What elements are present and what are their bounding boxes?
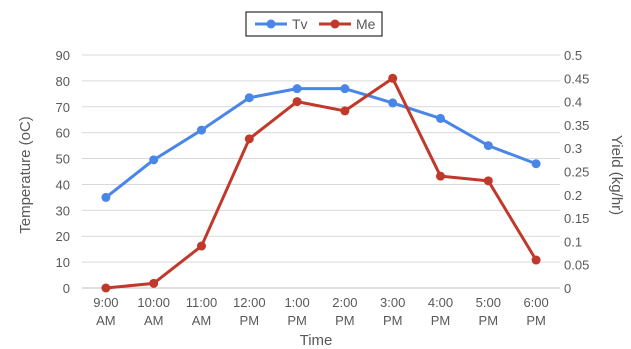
y-left-tick-label: 80 (56, 74, 70, 89)
x-tick-label-suffix: PM (287, 313, 307, 328)
x-tick-label: 2:00 (332, 295, 357, 310)
y-right-tick-label: 0.3 (564, 141, 582, 156)
left-axis-ticks: 0 10 20 30 40 50 60 70 80 90 (56, 48, 70, 296)
x-tick-label-suffix: PM (431, 313, 451, 328)
legend-marker-tv (266, 19, 276, 29)
y-left-tick-label: 70 (56, 100, 70, 115)
x-tick-label: 5:00 (476, 295, 501, 310)
data-point-me (483, 176, 493, 186)
data-point-me (292, 97, 302, 107)
x-tick-label-suffix: PM (526, 313, 546, 328)
legend: Tv Me (245, 11, 383, 37)
x-tick-label-suffix: PM (383, 313, 403, 328)
x-tick-label-suffix: AM (144, 313, 164, 328)
x-tick-label: 11:00 (186, 295, 218, 310)
data-point-tv (292, 84, 302, 94)
data-point-tv (101, 192, 111, 202)
series-line-tv (104, 87, 538, 199)
y-left-tick-label: 30 (56, 203, 70, 218)
x-tick-label-suffix: AM (192, 313, 212, 328)
data-point-me (388, 73, 398, 83)
x-tick-label: 6:00 (523, 295, 548, 310)
x-tick-label-suffix: PM (335, 313, 355, 328)
x-tick-label: 12:00 (233, 295, 266, 310)
data-point-me (340, 106, 350, 116)
data-point-tv (197, 125, 206, 135)
data-point-tv (244, 93, 254, 103)
y-right-tick-label: 0.05 (564, 258, 589, 273)
y-left-tick-label: 20 (56, 229, 70, 244)
y-right-tick-label: 0.15 (564, 211, 589, 226)
data-point-tv (436, 113, 445, 123)
data-point-tv (388, 98, 398, 108)
y-left-tick-label: 40 (56, 177, 70, 192)
y-axis-right-label: Yield (kg/hr) (608, 135, 625, 215)
legend-label-me: Me (356, 16, 376, 32)
y-right-tick-label: 0.45 (564, 71, 589, 86)
data-point-tv (340, 84, 350, 94)
y-axis-left-label: Temperature (oC) (17, 116, 34, 234)
y-left-tick-label: 10 (56, 255, 70, 270)
x-axis-label: Time (300, 332, 333, 349)
x-tick-label-suffix: PM (240, 313, 260, 328)
gridlines (82, 54, 560, 289)
y-left-tick-label: 60 (56, 126, 70, 141)
legend-marker-me (330, 19, 340, 29)
y-right-tick-label: 0.1 (564, 234, 582, 249)
data-point-tv (483, 141, 493, 151)
x-tick-label: 3:00 (380, 295, 405, 310)
series-layer (101, 73, 541, 293)
y-right-tick-label: 0.5 (564, 48, 582, 63)
series-line-me (104, 76, 538, 290)
data-point-tv (531, 159, 541, 169)
data-point-me (197, 241, 206, 251)
legend-label-tv: Tv (292, 16, 308, 32)
y-right-tick-label: 0.2 (564, 188, 582, 203)
data-point-me (436, 171, 445, 181)
y-right-tick-label: 0 (564, 281, 571, 296)
x-axis-ticks: 9:00 AM 10:00 AM 11:00 AM 12:00 PM 1:00 PM 2:00 PM 3… (93, 295, 549, 328)
y-right-tick-label: 0.25 (564, 165, 589, 180)
x-tick-label: 9:00 (93, 295, 118, 310)
right-axis-ticks: 0 0.05 0.1 0.15 0.2 0.25 0.3 0.35 0.4 0.45 0.5 (564, 48, 589, 296)
x-tick-label: 4:00 (428, 295, 453, 310)
y-right-tick-label: 0.4 (564, 95, 582, 110)
y-left-tick-label: 90 (56, 48, 70, 63)
data-point-tv (149, 155, 159, 165)
data-point-me (244, 134, 254, 144)
data-point-me (149, 278, 159, 288)
data-point-me (531, 255, 541, 265)
x-tick-label-suffix: PM (479, 313, 499, 328)
y-left-tick-label: 0 (63, 281, 70, 296)
x-tick-label-suffix: AM (96, 313, 116, 328)
x-tick-label: 10:00 (137, 295, 170, 310)
y-right-tick-label: 0.35 (564, 118, 589, 133)
x-tick-label: 1:00 (284, 295, 309, 310)
y-left-tick-label: 50 (56, 152, 70, 167)
data-point-me (101, 283, 111, 293)
